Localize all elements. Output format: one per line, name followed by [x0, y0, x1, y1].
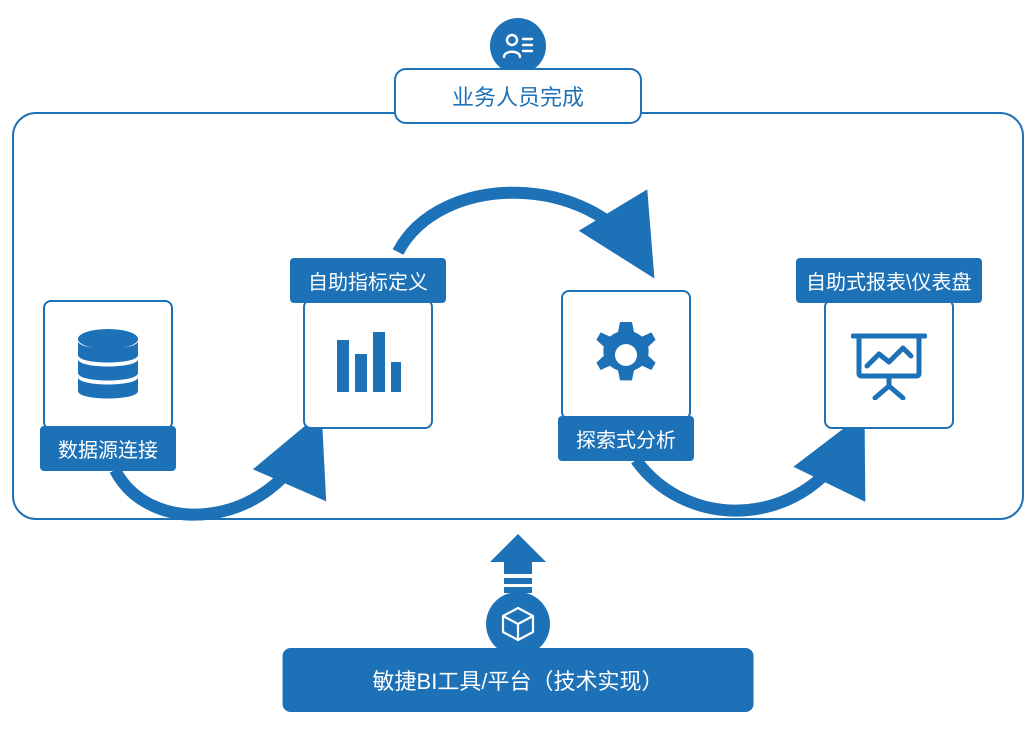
node-metrics-label: 自助指标定义	[290, 258, 446, 303]
node-report-label: 自助式报表\仪表盘	[796, 258, 982, 303]
bars-icon	[303, 299, 433, 429]
node-report: 自助式报表\仪表盘	[796, 258, 982, 429]
presentation-icon	[824, 299, 954, 429]
arrow-metrics-to-explore	[398, 193, 642, 258]
node-explore: 探索式分析	[558, 290, 694, 461]
gear-icon	[561, 290, 691, 420]
database-icon	[43, 300, 173, 430]
diagram-canvas: 业务人员完成 数据源连接	[0, 0, 1036, 730]
node-explore-label: 探索式分析	[558, 416, 694, 461]
node-datasource-label: 数据源连接	[40, 426, 176, 471]
up-arrow-icon	[490, 534, 546, 594]
cube-icon	[486, 592, 550, 656]
node-metrics: 自助指标定义	[290, 258, 446, 429]
node-datasource: 数据源连接	[40, 300, 176, 471]
